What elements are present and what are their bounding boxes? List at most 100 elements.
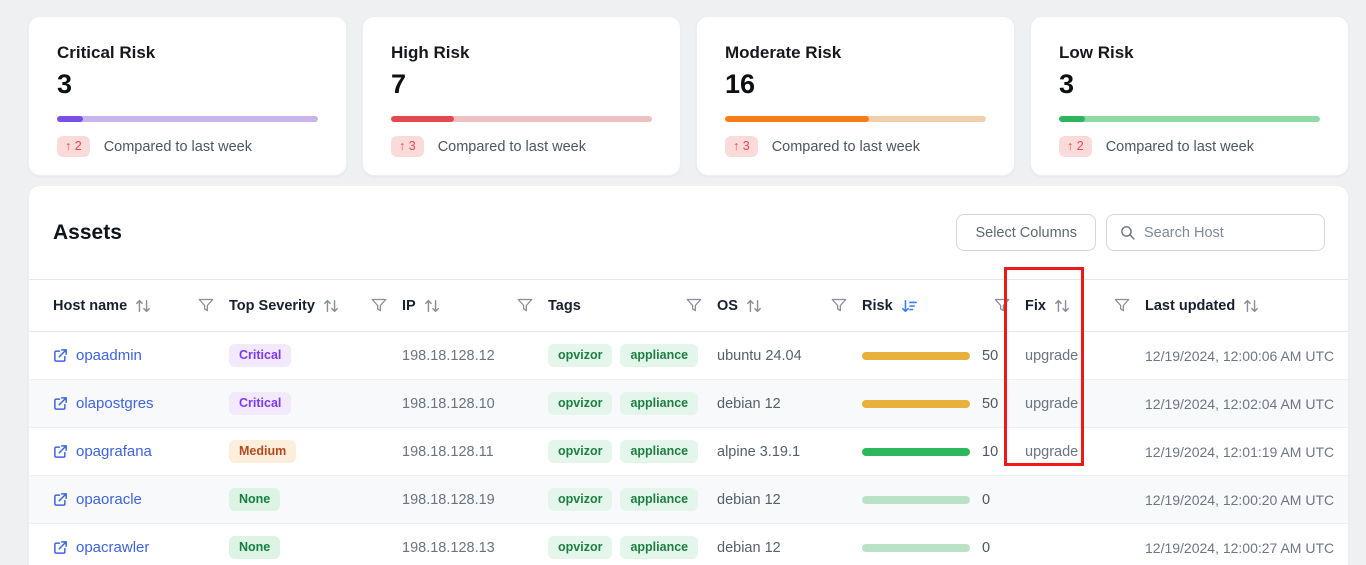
fix-action[interactable]: upgrade	[1025, 347, 1079, 364]
tag-badge: appliance	[620, 392, 699, 415]
filter-icon[interactable]	[993, 297, 1011, 314]
risk-value: 10	[982, 443, 999, 460]
risk-cell: 0	[862, 540, 1025, 556]
fix-cell: upgrade	[1025, 444, 1145, 460]
select-columns-button[interactable]: Select Columns	[956, 214, 1096, 251]
card-title: Low Risk	[1059, 43, 1134, 62]
assets-toolbar: Assets Select Columns	[29, 186, 1348, 279]
ip-value: 198.18.128.19	[402, 491, 495, 508]
column-label: Host name	[53, 297, 128, 314]
tag-badge: opvizor	[548, 536, 613, 559]
filter-icon[interactable]	[1113, 297, 1131, 314]
host-cell: opacrawler	[29, 539, 229, 556]
risk-cell: 50	[862, 348, 1025, 364]
tag-badge: appliance	[620, 344, 699, 367]
filter-icon[interactable]	[516, 297, 534, 314]
filter-icon[interactable]	[370, 297, 388, 314]
progress-bar	[391, 116, 652, 122]
low-risk-card: Low Risk 3 ↑ 2 Compared to last week	[1030, 16, 1349, 176]
table-row: opaoracle None 198.18.128.19 opvizor applian…	[29, 476, 1348, 524]
external-link-icon[interactable]	[53, 492, 68, 507]
external-link-icon[interactable]	[53, 348, 68, 363]
os-cell: debian 12	[717, 540, 862, 556]
ip-cell: 198.18.128.10	[402, 396, 548, 412]
assets-table-body: opaadmin Critical 198.18.128.12 opvizor appl…	[29, 332, 1348, 565]
card-title: Moderate Risk	[725, 43, 842, 62]
sort-icon[interactable]	[745, 298, 763, 314]
host-link[interactable]: opagrafana	[76, 443, 152, 460]
compare-label: Compared to last week	[771, 138, 920, 155]
compare-label: Compared to last week	[437, 138, 586, 155]
ip-value: 198.18.128.10	[402, 395, 495, 412]
risk-cell: 50	[862, 396, 1025, 412]
column-label: Tags	[548, 297, 581, 314]
column-header-os: OS	[717, 280, 862, 331]
delta-badge: ↑ 3	[391, 136, 424, 157]
risk-summary-cards: Critical Risk 3 ↑ 2 Compared to last wee…	[0, 0, 1366, 176]
compare-label: Compared to last week	[103, 138, 252, 155]
table-header-row: Host name Top Severity IP Tags OS Risk Fix Last…	[29, 279, 1348, 332]
filter-icon[interactable]	[830, 297, 848, 314]
fix-action[interactable]: upgrade	[1025, 443, 1079, 460]
tag-badge: opvizor	[548, 488, 613, 511]
severity-cell: Critical	[229, 392, 402, 415]
severity-badge: None	[229, 536, 281, 559]
last-updated-cell: 12/19/2024, 12:02:04 AM UTC	[1145, 396, 1350, 412]
os-cell: ubuntu 24.04	[717, 348, 862, 364]
card-value: 3	[1059, 69, 1075, 99]
column-header-top-severity: Top Severity	[229, 280, 402, 331]
column-header-ip: IP	[402, 280, 548, 331]
table-row: opacrawler None 198.18.128.13 opvizor applia…	[29, 524, 1348, 565]
column-header-fix: Fix	[1025, 280, 1145, 331]
severity-badge: Critical	[229, 344, 292, 367]
tags-cell: opvizor appliance	[548, 536, 717, 559]
ip-value: 198.18.128.13	[402, 539, 495, 556]
external-link-icon[interactable]	[53, 396, 68, 411]
sort-icon[interactable]	[1053, 298, 1071, 314]
os-cell: debian 12	[717, 492, 862, 508]
search-icon	[1119, 224, 1136, 241]
severity-badge: None	[229, 488, 281, 511]
assets-panel: Assets Select Columns Host name Top Sever…	[28, 185, 1349, 565]
fix-action[interactable]: upgrade	[1025, 395, 1079, 412]
risk-bar	[862, 399, 970, 408]
filter-icon[interactable]	[685, 297, 703, 314]
host-link[interactable]: opaoracle	[76, 491, 142, 508]
tags-cell: opvizor appliance	[548, 344, 717, 367]
external-link-icon[interactable]	[53, 540, 68, 555]
ip-cell: 198.18.128.19	[402, 492, 548, 508]
fix-cell: upgrade	[1025, 348, 1145, 364]
os-cell: alpine 3.19.1	[717, 444, 862, 460]
host-link[interactable]: olapostgres	[76, 395, 154, 412]
tag-badge: opvizor	[548, 344, 613, 367]
ip-value: 198.18.128.12	[402, 347, 495, 364]
os-value: debian 12	[717, 491, 781, 508]
progress-bar	[725, 116, 986, 122]
sort-icon[interactable]	[134, 298, 152, 314]
last-updated-cell: 12/19/2024, 12:01:19 AM UTC	[1145, 444, 1350, 460]
host-link[interactable]: opaadmin	[76, 347, 142, 364]
column-label: Top Severity	[229, 297, 315, 314]
sort-icon[interactable]	[423, 298, 441, 314]
search-host-box	[1106, 214, 1331, 251]
sort-icon[interactable]	[322, 298, 340, 314]
fix-cell: upgrade	[1025, 396, 1145, 412]
card-title: Critical Risk	[57, 43, 156, 62]
search-host-input[interactable]	[1144, 224, 1331, 241]
host-link[interactable]: opacrawler	[76, 539, 150, 556]
filter-icon[interactable]	[197, 297, 215, 314]
sort-icon[interactable]	[1242, 298, 1260, 314]
severity-cell: Medium	[229, 440, 402, 463]
last-updated-value: 12/19/2024, 12:00:20 AM UTC	[1145, 491, 1335, 508]
severity-badge: Critical	[229, 392, 292, 415]
host-cell: opaoracle	[29, 491, 229, 508]
risk-value: 50	[982, 395, 999, 412]
column-label: IP	[402, 297, 416, 314]
sort-desc-icon[interactable]	[900, 298, 918, 314]
tag-badge: opvizor	[548, 392, 613, 415]
external-link-icon[interactable]	[53, 444, 68, 459]
delta-badge: ↑ 3	[725, 136, 758, 157]
column-header-tags: Tags	[548, 280, 717, 331]
column-header-host-name: Host name	[29, 280, 229, 331]
ip-value: 198.18.128.11	[402, 443, 494, 460]
